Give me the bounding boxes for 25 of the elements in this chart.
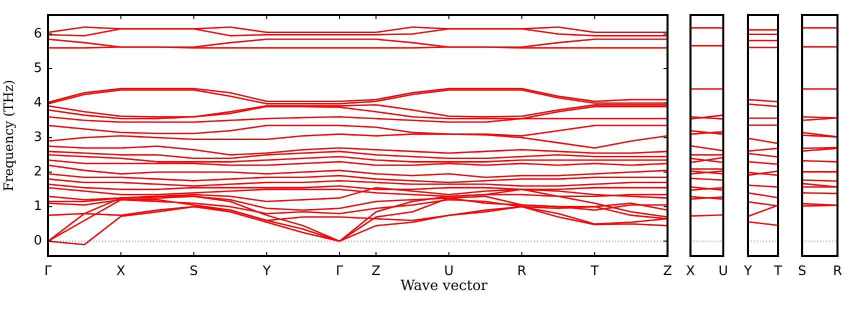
- x-tick-label: Γ: [44, 264, 52, 280]
- y-tick-label: 0: [34, 234, 42, 249]
- y-tick-label: 5: [34, 60, 42, 76]
- y-tick-label: 2: [34, 164, 42, 180]
- y-axis-title: Frequency (THz): [2, 80, 18, 192]
- y-tick-label: 6: [34, 26, 42, 42]
- x-tick-label: U: [444, 264, 454, 280]
- y-tick-label: 1: [34, 199, 42, 214]
- x-axis-title: Wave vector: [400, 278, 488, 294]
- x-tick-label: Z: [372, 264, 381, 280]
- x-tick-label: Γ: [336, 264, 344, 280]
- y-tick-label: 3: [34, 130, 42, 145]
- x-tick-label: T: [773, 264, 782, 280]
- x-tick-label: R: [832, 264, 842, 280]
- x-tick-label: Z: [663, 264, 672, 280]
- x-tick-label: T: [590, 264, 599, 280]
- x-tick-label: Y: [742, 264, 752, 280]
- x-tick-label: Y: [262, 264, 271, 280]
- x-tick-label: X: [686, 264, 695, 280]
- y-tick-label: 4: [34, 95, 42, 110]
- x-tick-label: X: [116, 264, 126, 280]
- x-tick-label: S: [798, 264, 806, 280]
- x-tick-label: S: [190, 264, 198, 280]
- x-tick-label: R: [517, 264, 526, 280]
- x-tick-label: U: [718, 264, 728, 280]
